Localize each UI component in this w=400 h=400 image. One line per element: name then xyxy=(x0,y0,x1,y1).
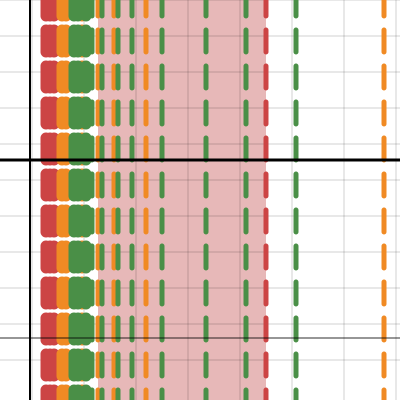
series-layer xyxy=(40,0,387,400)
shaded-band xyxy=(98,0,266,400)
shaded-band-layer xyxy=(98,0,266,400)
